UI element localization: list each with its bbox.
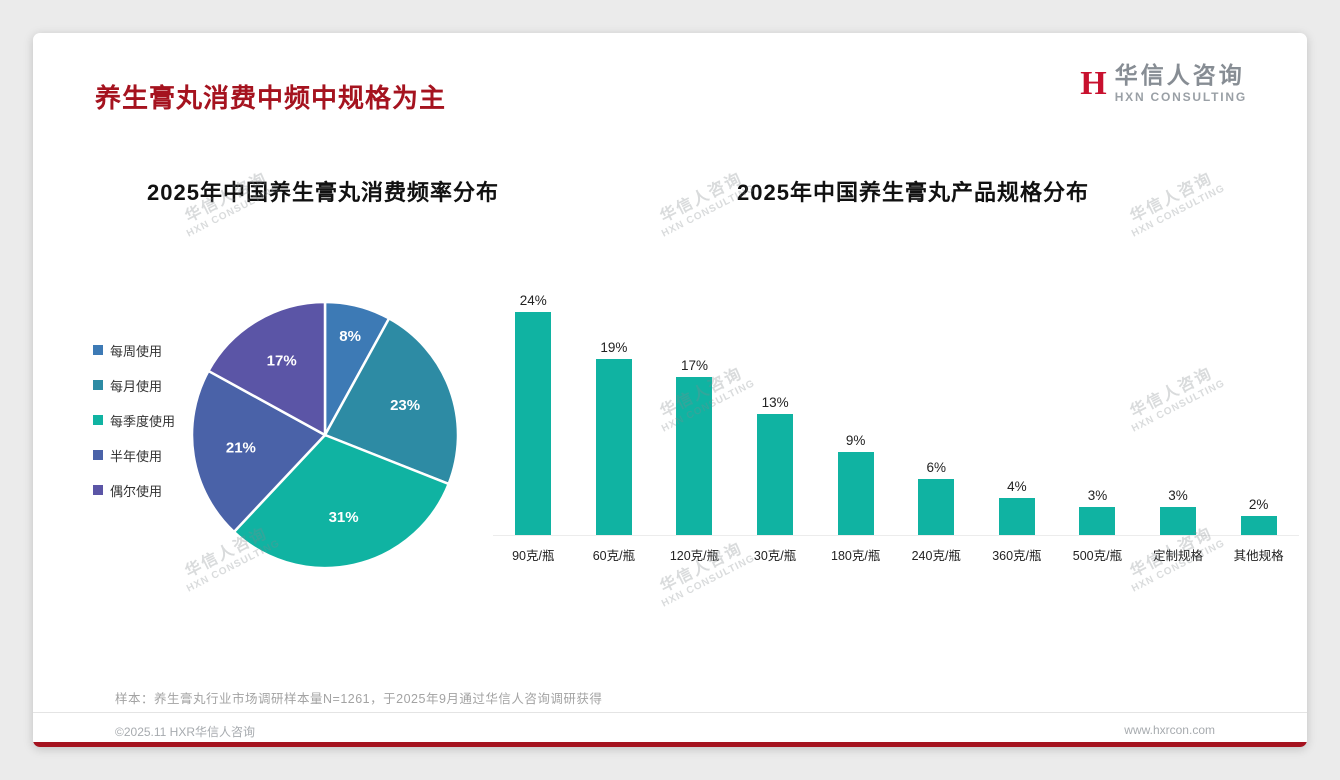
bar-category-label: 180克/瓶 <box>831 549 881 563</box>
bar <box>1160 507 1197 535</box>
legend-swatch <box>93 380 103 390</box>
bar-column: 13% 30克/瓶 <box>735 292 816 564</box>
slide-card: 华信人咨询 HXN CONSULTING 华信人咨询 HXN CONSULTIN… <box>33 33 1307 747</box>
bar-column: 17% 120克/瓶 <box>654 292 735 564</box>
pie-slice-value-label: 17% <box>267 353 297 370</box>
bar-column: 24% 90克/瓶 <box>493 292 574 564</box>
bar <box>515 312 552 535</box>
bar <box>1079 507 1116 535</box>
bar <box>595 358 632 535</box>
bar-chart-title: 2025年中国养生膏丸产品规格分布 <box>737 180 1089 205</box>
footer-copyright: ©2025.11 HXR华信人咨询 <box>115 725 255 739</box>
pie-chart-svg: 8% 23% 31% 21% 17% <box>190 300 460 570</box>
bar-chart-baseline <box>493 535 1299 536</box>
bar <box>837 451 874 535</box>
bar-value-label: 6% <box>926 460 947 476</box>
legend-swatch <box>93 415 103 425</box>
pie-slice-value-label: 31% <box>329 509 359 526</box>
bar <box>918 479 955 535</box>
bar-value-label: 17% <box>680 358 708 374</box>
sample-footnote: 样本：养生膏丸行业市场调研样本量N=1261，于2025年9月通过华信人咨询调研… <box>115 692 603 706</box>
legend-item: 每季度使用 <box>93 409 175 431</box>
logo-mark-icon: H <box>1080 64 1107 102</box>
logo-company-subtitle: HXN CONSULTING <box>1114 90 1247 105</box>
bar-value-label: 3% <box>1087 488 1108 504</box>
bar-category-label: 定制规格 <box>1153 549 1204 563</box>
bar-value-label: 24% <box>519 293 547 309</box>
bar-category-label: 30克/瓶 <box>753 549 797 563</box>
pie-slice <box>232 433 451 570</box>
bar-column: 9% 180克/瓶 <box>815 292 896 564</box>
pie-chart: 8% 23% 31% 21% 17% <box>187 297 463 573</box>
bar-value-label: 19% <box>600 339 628 355</box>
bar-chart: 24% 90克/瓶 19% 60克/瓶 17% 120克/瓶 13% 30克/瓶 9% 180克/… <box>493 292 1299 564</box>
legend-swatch <box>93 450 103 460</box>
bar-value-label: 4% <box>1007 478 1027 494</box>
bar-value-label: 13% <box>761 395 789 411</box>
bar-category-label: 60克/瓶 <box>592 549 636 563</box>
legend-item: 每月使用 <box>93 374 175 396</box>
bar-column: 19% 60克/瓶 <box>574 292 655 564</box>
pie-legend: 每周使用每月使用每季度使用半年使用偶尔使用 <box>93 339 175 514</box>
legend-label: 偶尔使用 <box>110 483 163 499</box>
footer-divider <box>33 712 1307 713</box>
bar-column: 4% 360克/瓶 <box>977 292 1058 564</box>
page-title: 养生膏丸消费中频中规格为主 <box>95 83 447 113</box>
legend-item: 每周使用 <box>93 339 175 361</box>
bar-category-label: 240克/瓶 <box>911 549 961 563</box>
bar-category-label: 120克/瓶 <box>669 549 720 563</box>
legend-label: 每周使用 <box>110 343 163 359</box>
legend-swatch <box>93 485 103 495</box>
pie-slice <box>190 369 328 534</box>
bottom-accent-strip <box>33 742 1307 747</box>
bar <box>676 377 713 535</box>
bar-category-label: 500克/瓶 <box>1072 549 1123 563</box>
bar-value-label: 9% <box>845 432 866 448</box>
bar-value-label: 2% <box>1248 497 1269 513</box>
logo-company-name: 华信人咨询 <box>1114 62 1245 88</box>
bar-category-label: 其他规格 <box>1233 549 1284 563</box>
bar-value-label: 3% <box>1168 488 1188 504</box>
pie-slice <box>323 316 460 486</box>
bar <box>1240 516 1277 535</box>
bar-column: 6% 240克/瓶 <box>896 292 977 564</box>
bar <box>757 414 794 535</box>
bar-column: 2% 其他规格 <box>1218 292 1299 564</box>
bar-category-label: 360克/瓶 <box>992 549 1042 563</box>
bar-column: 3% 500克/瓶 <box>1057 292 1138 564</box>
pie-slice-value-label: 8% <box>339 328 361 345</box>
legend-label: 每季度使用 <box>110 413 176 429</box>
pie-slice <box>206 300 327 438</box>
pie-slice-value-label: 23% <box>390 397 420 414</box>
bar <box>998 497 1035 535</box>
company-logo: H 华信人咨询 HXN CONSULTING <box>1080 62 1247 105</box>
footer-website: www.hxrcon.com <box>1124 723 1215 737</box>
bar-column: 3% 定制规格 <box>1138 292 1219 564</box>
legend-label: 半年使用 <box>110 448 163 464</box>
legend-item: 半年使用 <box>93 444 175 466</box>
pie-slice-value-label: 21% <box>226 439 256 456</box>
legend-label: 每月使用 <box>110 378 163 394</box>
legend-item: 偶尔使用 <box>93 479 175 501</box>
bar-category-label: 90克/瓶 <box>512 549 555 563</box>
legend-swatch <box>93 345 103 355</box>
pie-chart-title: 2025年中国养生膏丸消费频率分布 <box>147 180 499 205</box>
logo-text: 华信人咨询 HXN CONSULTING <box>1114 62 1247 105</box>
